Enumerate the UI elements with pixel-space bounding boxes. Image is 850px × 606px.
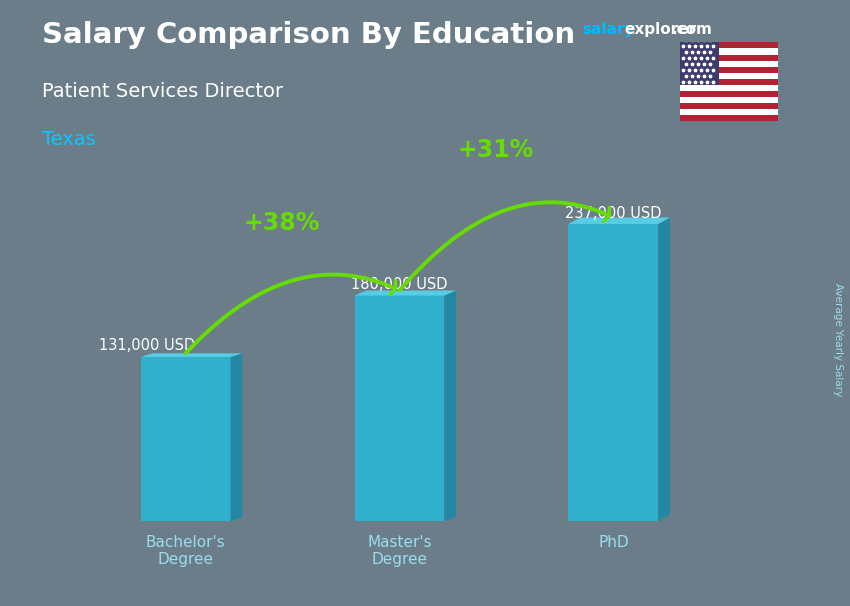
Bar [680, 79, 778, 85]
Text: Average Yearly Salary: Average Yearly Salary [833, 283, 843, 396]
Bar [680, 55, 778, 61]
Text: .com: .com [672, 22, 712, 38]
Text: 237,000 USD: 237,000 USD [565, 206, 661, 221]
Polygon shape [569, 224, 658, 521]
Bar [680, 48, 778, 55]
Bar [680, 42, 719, 85]
Bar [680, 73, 778, 79]
Bar [680, 115, 778, 121]
Bar [680, 91, 778, 97]
Bar [680, 61, 778, 67]
Text: Salary Comparison By Education: Salary Comparison By Education [42, 21, 575, 49]
Text: +31%: +31% [457, 138, 534, 162]
Bar [680, 109, 778, 115]
Text: salary: salary [582, 22, 635, 38]
Polygon shape [658, 218, 670, 521]
Text: Patient Services Director: Patient Services Director [42, 82, 284, 101]
Text: 131,000 USD: 131,000 USD [99, 338, 196, 353]
Polygon shape [445, 290, 456, 521]
Bar [680, 67, 778, 73]
Bar [680, 97, 778, 103]
Text: Texas: Texas [42, 130, 96, 149]
Polygon shape [569, 218, 670, 224]
Text: +38%: +38% [244, 211, 320, 235]
Bar [680, 103, 778, 109]
Polygon shape [230, 353, 242, 521]
Bar [680, 42, 778, 48]
Polygon shape [141, 357, 230, 521]
Text: 180,000 USD: 180,000 USD [351, 277, 448, 291]
Polygon shape [354, 290, 456, 296]
Polygon shape [141, 353, 242, 357]
Bar [680, 85, 778, 91]
Text: explorer: explorer [625, 22, 697, 38]
Polygon shape [354, 296, 445, 521]
